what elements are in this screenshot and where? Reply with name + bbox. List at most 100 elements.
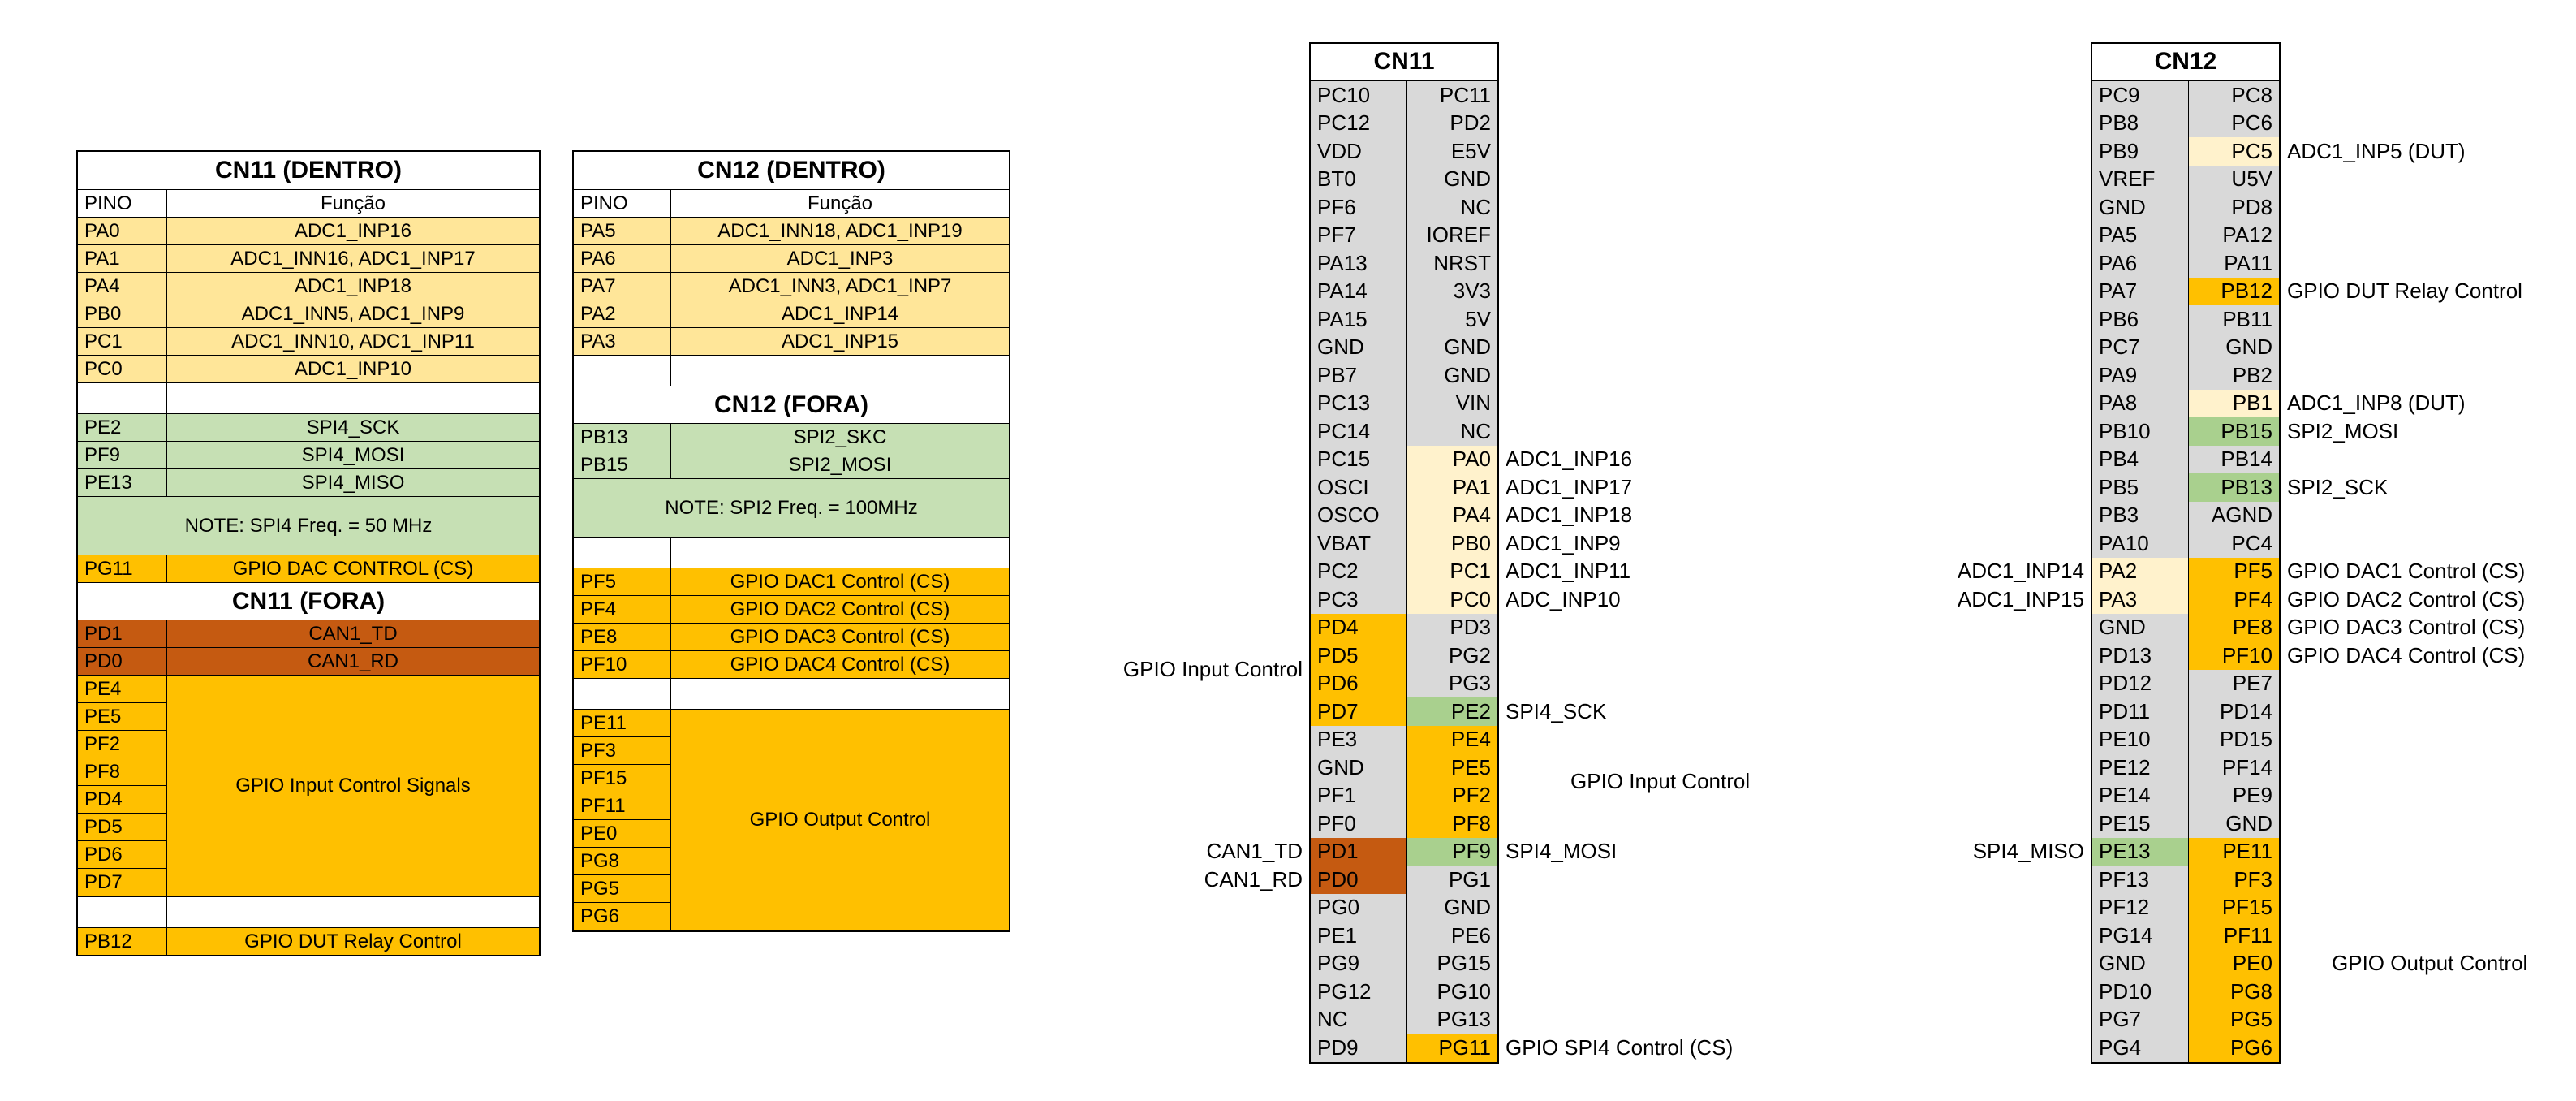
pin-rows: PC10 PC11 PC12 PD2 VDD E5V BT0 GND PF6 NC PF7 IOREF… (1311, 81, 1497, 1062)
pin-annotation: ADC1_INP15 (1957, 586, 2084, 611)
pin-cell: PG9 (1311, 949, 1407, 978)
pin-cell: PE13 (78, 469, 167, 496)
table-row: PF10 GPIO DAC4 Control (CS) (574, 650, 1009, 678)
pin-cell: PG11 (78, 555, 167, 582)
pin-row: PC9 PC8 (2092, 81, 2279, 110)
pin-cell: PA15 (1311, 305, 1407, 334)
pin-group: PE4 PE5 PF2 PF8 PD4 PD5 PD6 PD7 GPIO Input Contr… (78, 675, 539, 896)
pin-cell: PC14 (1311, 417, 1407, 446)
pin-row: OSCI PA1 (1311, 473, 1497, 502)
pin-cell: PD5 (78, 814, 166, 841)
table-row (78, 896, 539, 927)
pin-annotation: GPIO DUT Relay Control (2287, 278, 2522, 304)
pin-cell: PE11 (2189, 837, 2279, 866)
pin-row: PC14 NC (1311, 417, 1497, 446)
pin-cell: GND (2092, 193, 2189, 222)
pin-annotation: GPIO DAC3 Control (CS) (2287, 615, 2526, 640)
pin-row: PA10 PC4 (2092, 529, 2279, 558)
pin-row: PB10 PB15 (2092, 417, 2279, 446)
pin-row: PA9 PB2 (2092, 361, 2279, 390)
function-cell: ADC1_INP15 (671, 328, 1009, 355)
pin-row: PC3 PC0 (1311, 585, 1497, 614)
pin-cell: PC0 (78, 356, 167, 382)
pin-cell: PA6 (574, 245, 671, 272)
pin-cell: PF4 (574, 596, 671, 623)
table-row: PB13 SPI2_SKC (574, 423, 1009, 451)
pin-group-pins: PE11 PF3 PF15 PF11 PE0 PG8 PG5 PG6 (574, 710, 671, 930)
pin-cell: PB4 (2092, 445, 2189, 473)
function-cell: ADC1_INN18, ADC1_INP19 (671, 218, 1009, 244)
pin-cell: PC15 (1311, 445, 1407, 473)
pin-cell: PA3 (574, 328, 671, 355)
pin-cell: PF15 (574, 765, 670, 792)
pin-cell: NC (1460, 194, 1491, 219)
pin-cell: PG7 (2092, 1005, 2189, 1034)
pin-row: GND GND (1311, 333, 1497, 361)
table-row: PA7 ADC1_INN3, ADC1_INP7 (574, 272, 1009, 300)
pin-cell: PC1 (78, 328, 167, 355)
pin-row: PG0 GND (1311, 893, 1497, 922)
table-row: PE8 GPIO DAC3 Control (CS) (574, 623, 1009, 650)
pin-cell: GND (2225, 335, 2272, 360)
function-cell: SPI2_MOSI (671, 451, 1009, 478)
pin-annotation: SPI4_MISO (1972, 839, 2084, 864)
function-cell (671, 679, 1009, 709)
pin-row: PB8 PC6 (2092, 109, 2279, 137)
pin-cell: PC12 (1311, 109, 1407, 137)
pin-cell: PD4 (78, 786, 166, 814)
pin-row: PE14 PE9 (2092, 781, 2279, 810)
pin-cell: PG4 (2092, 1034, 2189, 1062)
pin-cell: PC7 (2092, 333, 2189, 361)
pin-row: NC PG13 (1311, 1005, 1497, 1034)
table-row: PA4 ADC1_INP18 (78, 272, 539, 300)
pin-row: PG12 PG10 (1311, 978, 1497, 1006)
pin-cell: PC4 (2231, 530, 2272, 555)
pin-group-pins: PE4 PE5 PF2 PF8 PD4 PD5 PD6 PD7 (78, 676, 167, 896)
pin-cell: PD14 (2219, 698, 2272, 723)
pin-cell: 3V3 (1453, 278, 1491, 304)
function-cell: ADC1_INP14 (671, 300, 1009, 327)
pin-annotation: ADC1_INP8 (DUT) (2287, 391, 2466, 416)
group-label: GPIO Input Control Signals (235, 775, 471, 797)
function-cell: SPI4_MOSI (167, 442, 539, 468)
pin-cell: AGND (2211, 503, 2272, 528)
pin-cell: PE4 (1407, 725, 1497, 753)
pin-cell: PA4 (1407, 501, 1497, 529)
pin-cell: PB1 (2189, 389, 2279, 417)
pin-row: PB9 PC5 (2092, 137, 2279, 166)
pin-cell: PG8 (2189, 978, 2279, 1006)
pin-cell: GND (2092, 613, 2189, 641)
pin-cell: OSCO (1311, 501, 1407, 529)
pin-cell: PF14 (2221, 754, 2272, 779)
pin-cell: E5V (1450, 138, 1491, 163)
pin-cell (78, 897, 167, 927)
pin-cell: PC11 (1439, 82, 1491, 107)
table-row: PE13 SPI4_MISO (78, 468, 539, 496)
pin-row: PD0 PG1 (1311, 866, 1497, 894)
pin-cell: PD15 (2219, 727, 2272, 752)
pin-cell: PE2 (78, 414, 167, 441)
pin-cell: PG0 (1311, 893, 1407, 922)
pin-cell: PD6 (78, 841, 166, 869)
pin-cell: GND (1444, 895, 1491, 920)
pin-row: PE3 PE4 (1311, 725, 1497, 753)
pin-row: PG4 PG6 (2092, 1034, 2279, 1062)
function-cell: GPIO DAC CONTROL (CS) (167, 555, 539, 582)
pin-cell: PG3 (1448, 671, 1491, 696)
pin-cell: PA14 (1311, 277, 1407, 305)
pin-cell: PD0 (78, 648, 167, 675)
pin-cell: PG5 (574, 875, 670, 903)
pin-row: PA14 3V3 (1311, 277, 1497, 305)
pin-row: OSCO PA4 (1311, 501, 1497, 529)
cn12-pinout: CN12 PC9 PC8 PB8 PC6 PB9 PC5 VREF U5V GND PD8 PA5 PA… (1958, 42, 2527, 1064)
function-cell (167, 897, 539, 927)
group-annotation: GPIO Output Control (2332, 951, 2528, 976)
pin-row: PF13 PF3 (2092, 866, 2279, 894)
function-cell: ADC1_INP10 (167, 356, 539, 382)
pin-cell: GND (1444, 335, 1491, 360)
pin-cell: PG13 (1437, 1007, 1492, 1032)
pin-cell: PA3 (2092, 585, 2189, 614)
pin-cell: PF6 (1311, 193, 1407, 222)
pin-row: PB4 PB14 (2092, 445, 2279, 473)
pin-cell: NC (1460, 418, 1491, 443)
